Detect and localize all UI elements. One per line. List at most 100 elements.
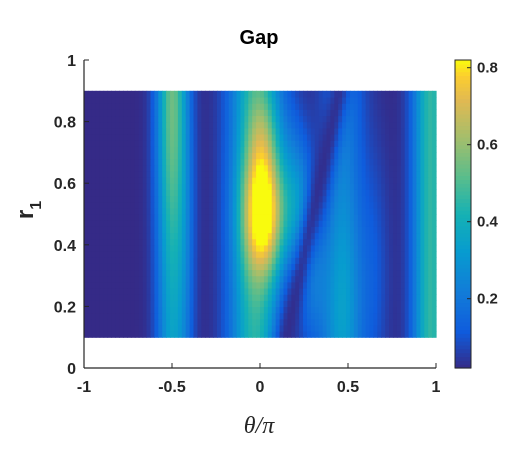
heatmap-cell <box>369 214 375 221</box>
heatmap-cell <box>303 96 308 104</box>
heatmap-cell <box>119 170 124 178</box>
heatmap-cell <box>287 269 292 277</box>
heatmap-cell <box>142 189 148 197</box>
heatmap-cell <box>181 331 187 338</box>
heatmap-cell <box>291 275 296 283</box>
heatmap-cell <box>260 158 265 166</box>
heatmap-cell <box>189 275 195 283</box>
heatmap-cell <box>349 201 355 209</box>
heatmap-cell <box>111 306 116 314</box>
heatmap-cell <box>220 158 226 166</box>
heatmap-cell <box>346 294 351 301</box>
heatmap-cell <box>162 109 167 117</box>
heatmap-cell <box>365 201 371 209</box>
heatmap-cell <box>299 269 304 277</box>
heatmap-cell <box>404 312 410 320</box>
heatmap-cell <box>392 164 398 172</box>
heatmap-cell <box>134 115 140 123</box>
heatmap-cell <box>119 152 124 160</box>
heatmap-cell <box>150 318 155 326</box>
heatmap-cell <box>349 287 355 295</box>
heatmap-cell <box>244 238 249 246</box>
heatmap-cell <box>236 257 242 264</box>
heatmap-cell <box>310 269 316 277</box>
heatmap-cell <box>428 146 433 153</box>
heatmap-cell <box>416 250 421 258</box>
heatmap-cell <box>373 306 378 314</box>
heatmap-cell <box>138 195 144 203</box>
heatmap-cell <box>177 133 183 141</box>
heatmap-cell <box>209 263 214 271</box>
heatmap-cell <box>385 170 390 178</box>
heatmap-cell <box>306 121 312 129</box>
heatmap-cell <box>334 250 339 258</box>
heatmap-cell <box>279 257 285 264</box>
heatmap-cell <box>428 96 433 104</box>
heatmap-cell <box>346 324 351 332</box>
heatmap-cell <box>412 226 418 234</box>
heatmap-cell <box>103 312 109 320</box>
heatmap-cell <box>185 207 191 215</box>
heatmap-cell <box>424 306 429 314</box>
heatmap-cell <box>365 238 371 246</box>
heatmap-cell <box>103 318 109 326</box>
heatmap-cell <box>103 201 109 209</box>
heatmap-cell <box>408 183 414 190</box>
heatmap-cell <box>365 300 371 307</box>
colorbar-segment <box>455 125 471 130</box>
heatmap-cell <box>420 294 425 301</box>
heatmap-cell <box>381 189 386 197</box>
heatmap-cell <box>420 232 425 240</box>
heatmap-cell <box>295 183 300 190</box>
heatmap-cell <box>91 324 97 332</box>
heatmap-cell <box>166 294 171 301</box>
heatmap-cell <box>134 127 140 135</box>
heatmap-cell <box>349 90 355 98</box>
heatmap-cell <box>432 257 437 264</box>
heatmap-cell <box>220 324 226 332</box>
heatmap-cell <box>134 220 140 227</box>
heatmap-cell <box>173 195 179 203</box>
heatmap-cell <box>236 312 242 320</box>
heatmap-cell <box>271 287 277 295</box>
heatmap-cell <box>357 226 363 234</box>
heatmap-cell <box>260 96 265 104</box>
heatmap-cell <box>310 300 316 307</box>
colorbar-segment <box>455 275 471 281</box>
heatmap-cell <box>267 214 273 221</box>
heatmap-cell <box>162 324 167 332</box>
heatmap-cell <box>424 96 429 104</box>
heatmap-cell <box>134 275 140 283</box>
heatmap-cell <box>408 121 414 129</box>
heatmap-cell <box>295 232 300 240</box>
heatmap-cell <box>291 226 296 234</box>
heatmap-cell <box>213 214 218 221</box>
heatmap-cell <box>170 121 175 129</box>
heatmap-cell <box>99 133 105 141</box>
heatmap-cell <box>236 146 242 153</box>
heatmap-cell <box>412 300 418 307</box>
heatmap-cell <box>232 189 238 197</box>
heatmap-cell <box>381 232 386 240</box>
heatmap-cell <box>99 281 105 289</box>
heatmap-cell <box>279 164 285 172</box>
heatmap-cell <box>134 244 140 252</box>
heatmap-cell <box>228 232 234 240</box>
heatmap-cell <box>306 170 312 178</box>
heatmap-cell <box>220 263 226 271</box>
heatmap-cell <box>299 331 304 338</box>
heatmap-cell <box>338 257 343 264</box>
heatmap-cell <box>377 115 382 123</box>
heatmap-cell <box>119 300 124 307</box>
heatmap-cell <box>389 263 394 271</box>
heatmap-cell <box>392 220 398 227</box>
heatmap-cell <box>123 133 128 141</box>
heatmap-cell <box>107 300 112 307</box>
heatmap-cell <box>310 158 316 166</box>
heatmap-cell <box>158 170 163 178</box>
heatmap-cell <box>267 269 273 277</box>
heatmap-cell <box>295 207 300 215</box>
heatmap-cell <box>201 177 206 184</box>
heatmap-cell <box>166 306 171 314</box>
heatmap-cell <box>424 115 429 123</box>
